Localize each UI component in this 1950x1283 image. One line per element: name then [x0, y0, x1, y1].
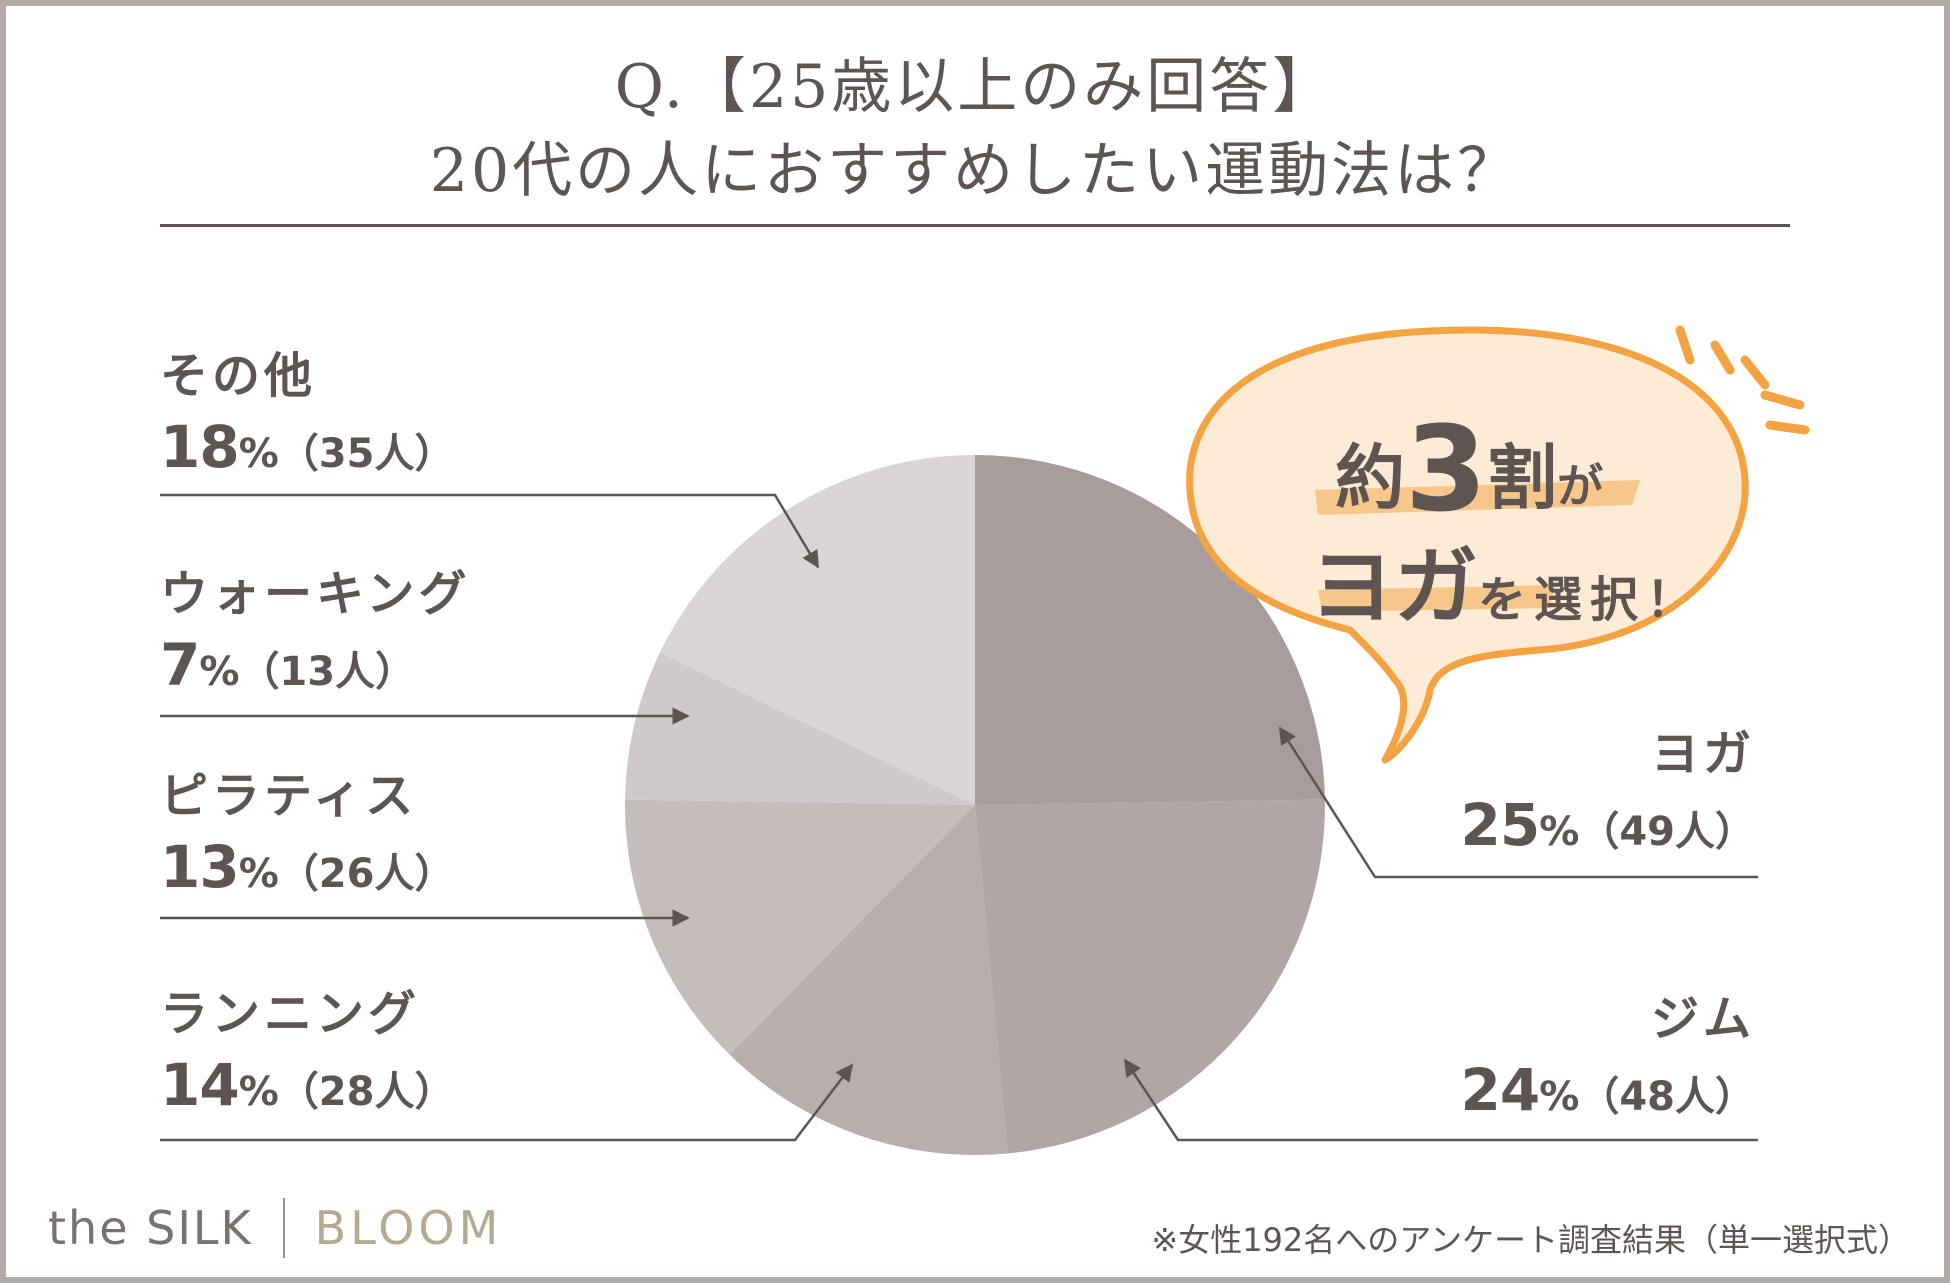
label-walking-name: ウォーキング [160, 566, 471, 622]
label-other-pct-sign: % [238, 431, 279, 477]
callout-rest: を選択！ [1478, 572, 1703, 628]
label-pilates-pct-sign: % [238, 851, 279, 897]
callout-ga: が [1557, 459, 1604, 513]
leader-running [160, 1063, 854, 1142]
label-pilates-count: （26人） [278, 851, 455, 897]
label-running-name: ランニング [160, 986, 421, 1042]
label-walking-count: （13人） [239, 649, 416, 695]
label-other-count: （35人） [278, 431, 455, 477]
leader-other [160, 493, 820, 569]
leader-gym [1123, 1058, 1758, 1142]
label-other-pct: 18 [160, 413, 240, 481]
brand-logo: the SILK BLOOM [48, 1198, 502, 1258]
brand-logo-right: BLOOM [314, 1201, 503, 1255]
label-yoga-name: ヨガ [1650, 726, 1755, 782]
pie-slice-3 [625, 799, 975, 1055]
label-walking: ウォーキング 7%（13人） [160, 570, 471, 694]
callout-about: 約 [1335, 437, 1405, 519]
brand-logo-separator [282, 1198, 285, 1258]
label-gym-name: ジム [1650, 991, 1755, 1047]
label-gym: ジム 24%（48人） [1461, 995, 1755, 1119]
label-other-name: その他 [160, 348, 317, 404]
label-running-pct: 14 [160, 1051, 240, 1119]
label-running-count: （28人） [278, 1069, 455, 1115]
label-pilates-name: ピラティス [160, 768, 418, 824]
label-gym-pct-sign: % [1539, 1074, 1580, 1120]
label-walking-pct-sign: % [199, 649, 240, 695]
pie-slice-4 [625, 652, 975, 805]
label-yoga: ヨガ 25%（49人） [1461, 730, 1755, 854]
label-running: ランニング 14%（28人） [160, 990, 454, 1114]
title-divider [160, 224, 1790, 227]
pie-slice-0 [975, 455, 1325, 805]
pie-slice-1 [975, 799, 1325, 1154]
title-line-2: 20代の人におすすめしたい運動法は？ [429, 136, 1521, 206]
callout-yoga: ヨガ [1310, 538, 1479, 636]
pie-slice-2 [729, 805, 1008, 1156]
leader-yoga [1278, 726, 1758, 879]
survey-footnote: ※女性192名へのアンケート調査結果（単一選択式） [1151, 1221, 1910, 1259]
callout-line-1: 約3割が [1335, 410, 1603, 528]
label-yoga-pct: 25 [1460, 791, 1541, 859]
callout-number: 3 [1405, 400, 1488, 538]
callout-line-2: ヨガを選択！ [1310, 545, 1702, 629]
label-pilates-pct: 13 [160, 833, 240, 901]
pie-slice-5 [659, 455, 975, 805]
leader-lines [160, 493, 1758, 1142]
label-other: その他 18%（35人） [160, 352, 454, 476]
pie-slices [625, 455, 1325, 1156]
label-yoga-count: （49人） [1579, 809, 1755, 855]
callout-sparkle-icon [1675, 325, 1810, 435]
label-yoga-pct-sign: % [1539, 809, 1580, 855]
label-pilates: ピラティス 13%（26人） [160, 772, 454, 896]
callout-wari: 割 [1487, 437, 1558, 519]
brand-logo-left: the SILK [48, 1201, 253, 1255]
label-gym-pct: 24 [1460, 1056, 1541, 1124]
label-running-pct-sign: % [238, 1069, 279, 1115]
label-walking-pct: 7 [160, 631, 200, 699]
callout-bubble [1186, 326, 1749, 764]
label-gym-count: （48人） [1579, 1074, 1755, 1120]
title-line-1: Q.【25歳以上のみ回答】 [614, 52, 1336, 122]
